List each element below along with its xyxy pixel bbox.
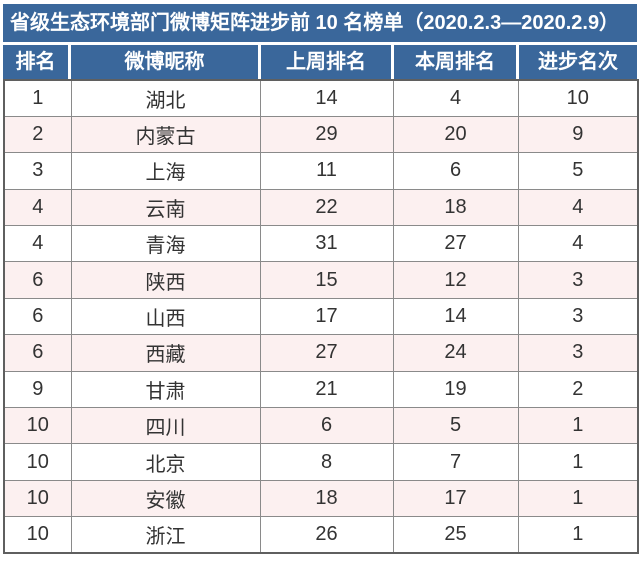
cell-nickname: 云南: [70, 188, 261, 227]
cell-rank: 6: [3, 334, 72, 372]
cell-this-week-rank: 6: [392, 152, 519, 190]
cell-progress: 5: [517, 152, 639, 190]
cell-this-week-rank: 18: [392, 188, 519, 227]
table-row: 10 四川 6 5 1: [3, 407, 639, 445]
cell-rank: 1: [3, 79, 72, 117]
cell-progress: 4: [517, 225, 639, 263]
cell-progress: 3: [517, 297, 639, 336]
cell-this-week-rank: 14: [392, 297, 519, 336]
cell-this-week-rank: 27: [392, 225, 519, 263]
cell-this-week-rank: 5: [392, 407, 519, 445]
ranking-table: 1 湖北 14 4 10 2 内蒙古 29 20 9 3 上海 11 6 5 4 云南 22 18 4 4 青海 31 27 4…: [3, 79, 639, 555]
cell-nickname: 浙江: [70, 516, 261, 554]
cell-progress: 9: [517, 115, 639, 154]
cell-this-week-rank: 24: [392, 334, 519, 372]
cell-this-week-rank: 12: [392, 261, 519, 299]
table-row: 6 山西 17 14 3: [3, 297, 639, 336]
cell-progress: 1: [517, 516, 639, 554]
cell-last-week-rank: 31: [259, 225, 394, 263]
page-title: 省级生态环境部门微博矩阵进步前 10 名榜单（2020.2.3—2020.2.9…: [3, 4, 637, 42]
cell-progress: 10: [517, 79, 639, 117]
cell-rank: 4: [3, 225, 72, 263]
table-header-row: 排名 微博昵称 上周排名 本周排名 进步名次: [3, 45, 637, 79]
cell-progress: 2: [517, 370, 639, 409]
cell-rank: 6: [3, 261, 72, 299]
cell-last-week-rank: 29: [259, 115, 394, 154]
cell-this-week-rank: 25: [392, 516, 519, 554]
cell-last-week-rank: 14: [259, 79, 394, 117]
cell-this-week-rank: 17: [392, 479, 519, 518]
cell-last-week-rank: 22: [259, 188, 394, 227]
cell-progress: 3: [517, 334, 639, 372]
cell-progress: 1: [517, 479, 639, 518]
cell-rank: 10: [3, 407, 72, 445]
table-body: 1 湖北 14 4 10 2 内蒙古 29 20 9 3 上海 11 6 5 4 云南 22 18 4 4 青海 31 27 4…: [3, 79, 639, 554]
cell-nickname: 四川: [70, 407, 261, 445]
table-row: 2 内蒙古 29 20 9: [3, 115, 639, 154]
cell-progress: 4: [517, 188, 639, 227]
cell-progress: 1: [517, 407, 639, 445]
cell-this-week-rank: 20: [392, 115, 519, 154]
column-header-rank: 排名: [3, 45, 68, 79]
table-row: 3 上海 11 6 5: [3, 152, 639, 190]
column-header-last-week: 上周排名: [261, 45, 391, 79]
cell-nickname: 安徽: [70, 479, 261, 518]
cell-rank: 2: [3, 115, 72, 154]
cell-nickname: 上海: [70, 152, 261, 190]
table-row: 6 西藏 27 24 3: [3, 334, 639, 372]
table-row: 9 甘肃 21 19 2: [3, 370, 639, 409]
cell-nickname: 北京: [70, 443, 261, 481]
cell-nickname: 青海: [70, 225, 261, 263]
cell-last-week-rank: 26: [259, 516, 394, 554]
cell-this-week-rank: 4: [392, 79, 519, 117]
table-row: 6 陕西 15 12 3: [3, 261, 639, 299]
cell-rank: 6: [3, 297, 72, 336]
cell-rank: 4: [3, 188, 72, 227]
cell-nickname: 湖北: [70, 79, 261, 117]
cell-last-week-rank: 15: [259, 261, 394, 299]
cell-rank: 9: [3, 370, 72, 409]
cell-last-week-rank: 17: [259, 297, 394, 336]
cell-rank: 10: [3, 443, 72, 481]
cell-nickname: 西藏: [70, 334, 261, 372]
cell-nickname: 陕西: [70, 261, 261, 299]
cell-this-week-rank: 19: [392, 370, 519, 409]
table-row: 10 安徽 18 17 1: [3, 479, 639, 518]
cell-last-week-rank: 6: [259, 407, 394, 445]
cell-last-week-rank: 11: [259, 152, 394, 190]
cell-rank: 3: [3, 152, 72, 190]
cell-last-week-rank: 18: [259, 479, 394, 518]
table-row: 10 北京 8 7 1: [3, 443, 639, 481]
column-header-this-week: 本周排名: [394, 45, 516, 79]
column-header-progress: 进步名次: [519, 45, 637, 79]
cell-progress: 3: [517, 261, 639, 299]
table-row: 1 湖北 14 4 10: [3, 79, 639, 117]
table-row: 4 云南 22 18 4: [3, 188, 639, 227]
table-row: 10 浙江 26 25 1: [3, 516, 639, 554]
table-row: 4 青海 31 27 4: [3, 225, 639, 263]
column-header-nickname: 微博昵称: [71, 45, 258, 79]
cell-this-week-rank: 7: [392, 443, 519, 481]
cell-rank: 10: [3, 479, 72, 518]
cell-last-week-rank: 21: [259, 370, 394, 409]
cell-nickname: 山西: [70, 297, 261, 336]
cell-nickname: 内蒙古: [70, 115, 261, 154]
cell-last-week-rank: 27: [259, 334, 394, 372]
cell-rank: 10: [3, 516, 72, 554]
cell-last-week-rank: 8: [259, 443, 394, 481]
cell-progress: 1: [517, 443, 639, 481]
cell-nickname: 甘肃: [70, 370, 261, 409]
